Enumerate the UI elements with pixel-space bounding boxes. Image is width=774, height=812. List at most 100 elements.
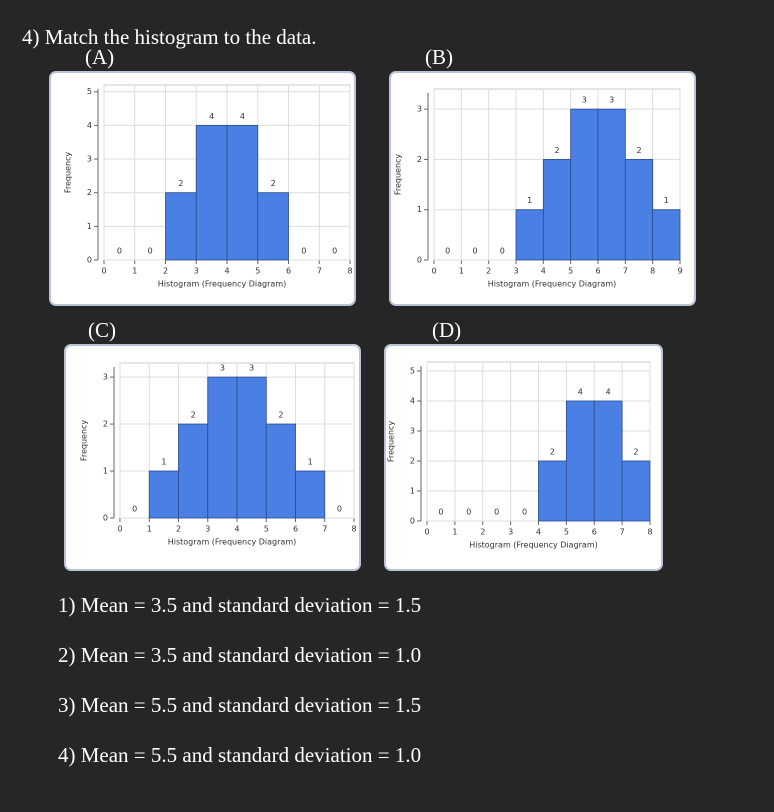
y-tick-label: 3 <box>410 427 415 436</box>
bar <box>148 470 179 519</box>
y-tick-label: 2 <box>410 457 415 466</box>
data-label: 0 <box>472 247 477 256</box>
x-tick-label: 0 <box>424 528 429 537</box>
data-label: 0 <box>438 508 443 517</box>
data-label: 0 <box>301 247 306 256</box>
bar <box>570 108 599 261</box>
bar <box>226 124 259 261</box>
x-tick-label: 6 <box>592 528 597 537</box>
x-tick-label: 0 <box>101 267 106 276</box>
data-label: 4 <box>606 388 611 397</box>
x-tick-label: 2 <box>480 528 485 537</box>
data-label: 2 <box>554 146 559 155</box>
data-label: 2 <box>634 448 639 457</box>
x-tick-label: 4 <box>541 267 546 276</box>
x-axis-title: Histogram (Frequency Diagram) <box>168 538 297 547</box>
data-label: 0 <box>132 505 137 514</box>
option: 4) Mean = 5.5 and standard deviation = 1… <box>58 743 421 767</box>
bar <box>542 159 572 261</box>
y-tick-label: 1 <box>410 487 415 496</box>
data-label: 1 <box>161 458 166 467</box>
x-tick-label: 2 <box>176 525 181 534</box>
x-tick-label: 7 <box>322 525 327 534</box>
data-label: 2 <box>178 179 183 188</box>
data-label: 1 <box>527 196 532 205</box>
y-tick-label: 0 <box>87 256 92 265</box>
panel-label: (D) <box>432 318 461 342</box>
y-tick-label: 4 <box>87 121 92 130</box>
data-label: 3 <box>249 364 254 373</box>
data-label: 1 <box>664 196 669 205</box>
bar <box>265 423 296 519</box>
y-axis-title: Frequency <box>80 420 89 462</box>
x-tick-label: 2 <box>486 267 491 276</box>
x-tick-label: 1 <box>147 525 152 534</box>
y-tick-label: 5 <box>87 87 92 96</box>
data-label: 0 <box>332 247 337 256</box>
x-tick-label: 1 <box>132 267 137 276</box>
bar <box>295 470 326 519</box>
bar <box>515 209 544 261</box>
x-axis-title: Histogram (Frequency Diagram) <box>158 280 287 289</box>
x-tick-label: 6 <box>293 525 298 534</box>
x-tick-label: 5 <box>564 528 569 537</box>
x-tick-label: 7 <box>317 267 322 276</box>
x-axis-title: Histogram (Frequency Diagram) <box>488 280 617 289</box>
x-tick-label: 3 <box>205 525 210 534</box>
bar <box>165 192 197 261</box>
y-tick-label: 0 <box>410 517 415 526</box>
bar <box>236 376 267 519</box>
question-title: 4) Match the histogram to the data. <box>22 25 317 49</box>
y-axis-title: Frequency <box>394 154 403 196</box>
data-label: 0 <box>500 247 505 256</box>
data-label: 3 <box>220 364 225 373</box>
x-tick-label: 5 <box>255 267 260 276</box>
data-label: 3 <box>609 96 614 105</box>
y-tick-label: 3 <box>87 155 92 164</box>
data-label: 3 <box>582 96 587 105</box>
x-tick-label: 5 <box>568 267 573 276</box>
x-tick-label: 5 <box>264 525 269 534</box>
x-tick-label: 3 <box>513 267 518 276</box>
data-label: 1 <box>308 458 313 467</box>
y-tick-label: 3 <box>103 373 108 382</box>
data-label: 4 <box>240 112 245 121</box>
option: 1) Mean = 3.5 and standard deviation = 1… <box>58 593 421 617</box>
data-label: 0 <box>337 505 342 514</box>
x-tick-label: 8 <box>351 525 356 534</box>
y-tick-label: 2 <box>87 188 92 197</box>
data-label: 0 <box>117 247 122 256</box>
y-tick-label: 2 <box>103 420 108 429</box>
x-tick-label: 4 <box>536 528 541 537</box>
data-label: 0 <box>445 247 450 256</box>
y-tick-label: 1 <box>87 222 92 231</box>
bar <box>597 108 626 261</box>
x-tick-label: 8 <box>650 267 655 276</box>
data-label: 2 <box>550 448 555 457</box>
y-tick-label: 2 <box>417 155 422 164</box>
x-axis-title: Histogram (Frequency Diagram) <box>469 541 598 550</box>
bar <box>593 400 623 522</box>
panel-label: (C) <box>88 318 116 342</box>
x-tick-label: 1 <box>452 528 457 537</box>
data-label: 4 <box>578 388 583 397</box>
x-tick-label: 0 <box>431 267 436 276</box>
x-tick-label: 6 <box>286 267 291 276</box>
bar <box>621 460 651 522</box>
data-label: 0 <box>148 247 153 256</box>
x-tick-label: 4 <box>234 525 239 534</box>
x-tick-label: 8 <box>347 267 352 276</box>
x-tick-label: 6 <box>595 267 600 276</box>
y-tick-label: 3 <box>417 105 422 114</box>
x-tick-label: 9 <box>677 267 682 276</box>
y-tick-label: 4 <box>410 397 415 406</box>
data-label: 0 <box>466 508 471 517</box>
x-tick-label: 3 <box>194 267 199 276</box>
bar <box>565 400 595 522</box>
data-label: 0 <box>522 508 527 517</box>
data-label: 2 <box>191 411 196 420</box>
x-tick-label: 0 <box>117 525 122 534</box>
bar <box>624 159 654 261</box>
y-tick-label: 1 <box>417 205 422 214</box>
